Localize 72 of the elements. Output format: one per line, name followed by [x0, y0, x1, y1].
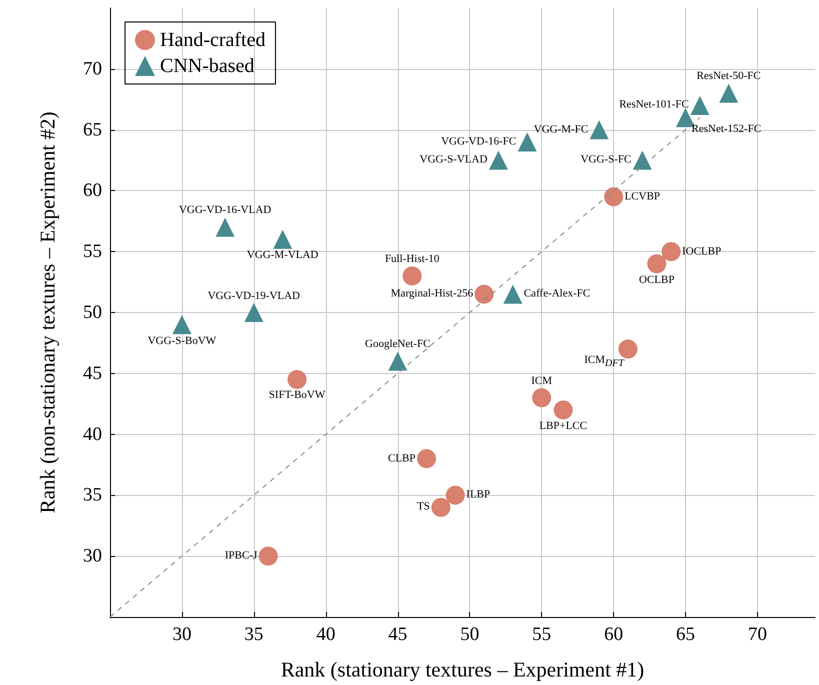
annotation: IOCLBP	[682, 245, 722, 258]
point	[590, 120, 609, 140]
annotation: VGG-M-FC	[534, 123, 588, 136]
annotation: CLBP	[388, 452, 416, 464]
y-tick-label: 60	[83, 180, 102, 202]
x-tick-label: 30	[172, 624, 192, 645]
point	[244, 303, 264, 322]
annotation: ILBP	[466, 488, 490, 501]
point	[446, 486, 465, 505]
point	[532, 388, 552, 408]
point	[273, 230, 292, 249]
annotation: SIFT-BoVW	[268, 389, 326, 402]
point	[647, 254, 666, 274]
legend-label: Hand-crafted	[160, 29, 266, 51]
point	[258, 546, 278, 566]
y-tick-label: 55	[83, 241, 102, 262]
annotation: OCLBP	[639, 274, 674, 286]
x-tick-label: 60	[604, 624, 624, 645]
annotation: VGG-VD-16-FC	[441, 135, 516, 148]
y-tick-label: 45	[83, 362, 102, 384]
x-tick-label: 35	[244, 624, 264, 645]
point	[288, 370, 307, 389]
point	[474, 284, 494, 304]
annotation: VGG-VD-16-VLAD	[178, 204, 272, 216]
x-tick-label: 70	[748, 624, 767, 645]
point	[503, 284, 522, 304]
annotation: TS	[417, 500, 430, 513]
point	[216, 218, 235, 237]
point	[618, 340, 638, 359]
point	[172, 315, 192, 334]
point	[632, 150, 652, 170]
annotation: VGG-VD-19-VLAD	[208, 290, 300, 302]
annotation: VGG-M-VLAD	[246, 249, 318, 262]
x-tick-label: 65	[676, 624, 696, 645]
x-tick-label: 55	[532, 624, 552, 645]
point	[388, 352, 408, 371]
y-tick-label: 70	[83, 58, 102, 80]
point	[402, 266, 422, 286]
annotation: VGG-S-FC	[580, 154, 632, 166]
y-tick-label: 50	[83, 302, 102, 323]
legend-label: CNN-based	[160, 55, 254, 77]
x-axis-title: Rank (stationary textures – Experiment #1)	[280, 658, 644, 682]
y-tick-label: 30	[83, 546, 102, 567]
y-tick-label: 65	[83, 119, 102, 140]
annotation: VGG-S-VLAD	[420, 154, 488, 166]
y-axis-title: Rank (non-stationary textures – Experiment #2)	[36, 112, 60, 514]
annotation: ResNet-50-FC	[696, 70, 761, 82]
point	[417, 449, 436, 468]
point	[662, 242, 681, 262]
annotation: VGG-S-BoVW	[148, 334, 216, 347]
x-tick-label: 40	[316, 624, 336, 645]
x-tick-label: 45	[388, 624, 408, 645]
point	[604, 187, 624, 206]
annotation: Full-Hist-10	[384, 252, 440, 265]
annotation: ICM	[531, 374, 552, 387]
x-tick-label: 50	[460, 624, 480, 645]
point	[690, 96, 710, 115]
annotation: Caffe-Alex-FC	[524, 288, 590, 300]
point	[431, 498, 450, 517]
annotation: ResNet-152-FC	[692, 122, 762, 135]
point	[488, 150, 508, 170]
annotation: GoogleNet-FC	[365, 338, 430, 350]
point	[719, 84, 738, 103]
y-tick-label: 35	[83, 484, 102, 506]
annotation: LBP+LCC	[539, 420, 588, 432]
annotation: IPBC-J	[224, 550, 258, 562]
annotation: ResNet-101-FC	[619, 98, 689, 111]
annotation: Marginal-Hist-256	[390, 288, 474, 300]
point	[554, 400, 573, 420]
point	[518, 132, 537, 152]
y-tick-label: 40	[83, 424, 102, 445]
annotation: LCVBP	[624, 190, 660, 202]
